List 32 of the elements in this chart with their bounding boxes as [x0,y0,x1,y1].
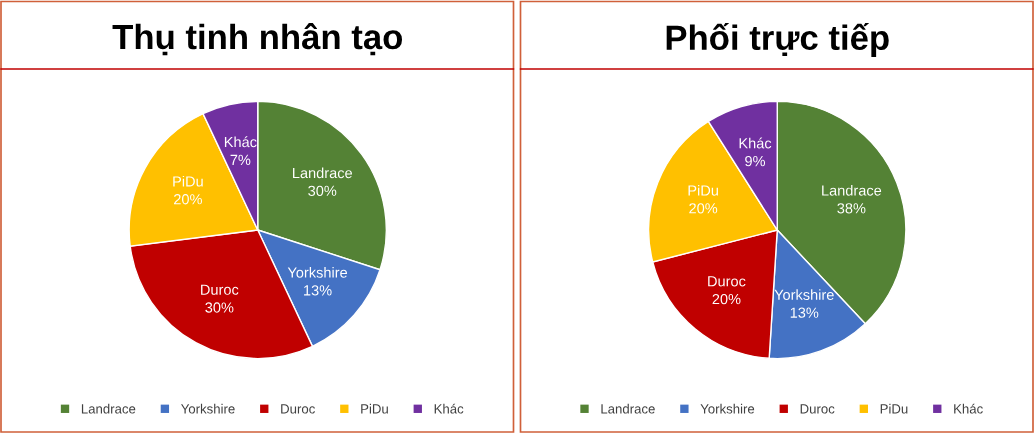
data-label: 20% [174,194,202,205]
legend-label: Landrace [601,403,655,414]
legend-label: PiDu [880,403,908,414]
legend-label: Khác [434,403,464,414]
slice-label: Duroc [708,276,746,287]
slice-label: Khác [224,136,257,148]
data-label: 13% [304,285,332,296]
slice-label: PiDu [688,184,718,196]
data-label: 9% [745,155,766,167]
slice-label: PiDu [173,175,203,187]
data-label: 30% [308,185,337,196]
data-label: 20% [712,293,741,305]
chart-title: Phối trực tiếp [666,23,889,57]
legend-label: Khác [954,403,983,414]
data-label: 7% [230,154,251,165]
legend-label: PiDu [361,403,388,414]
slice-label: Khác [739,137,772,149]
data-label: 13% [790,307,819,318]
data-label: 20% [689,203,718,214]
slice-label: Landrace [293,167,352,179]
data-label: 38% [837,203,866,214]
chart-title: Thụ tinh nhân tạo [112,23,403,56]
slice-label: Yorkshire [287,267,348,278]
slice-label: Duroc [201,284,239,295]
legend-label: Duroc [281,404,315,414]
data-label: 30% [205,302,234,313]
legend-label: Yorkshire [700,403,755,414]
legend-label: Landrace [81,403,136,414]
slice-label: Landrace [822,184,882,196]
legend-label: Duroc [800,404,835,414]
legend-label: Yorkshire [181,403,235,414]
slice-label: Yorkshire [774,289,834,301]
